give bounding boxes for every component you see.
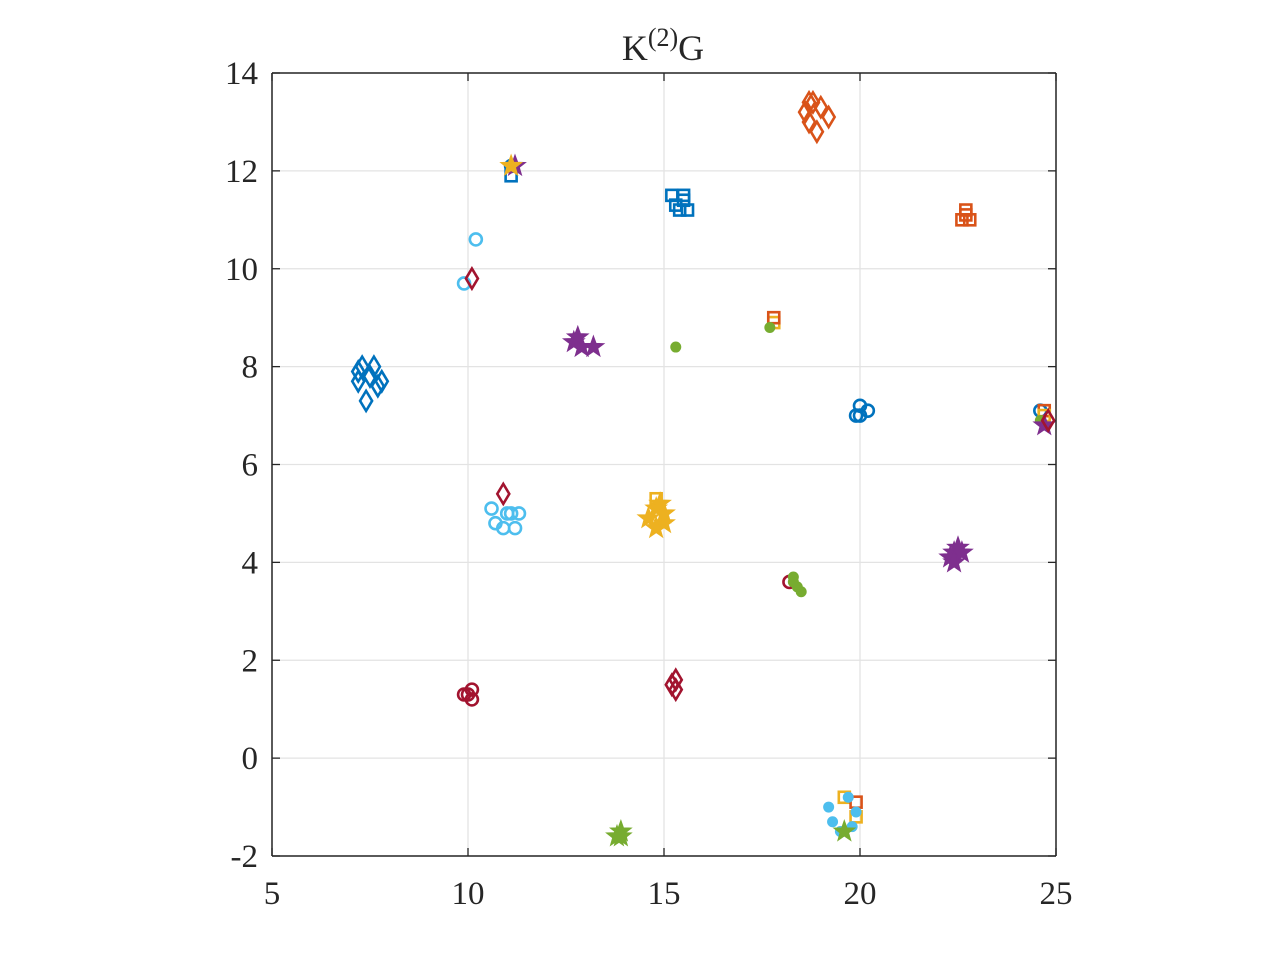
points-layer <box>350 89 1057 847</box>
data-point-dot <box>764 321 776 333</box>
data-point-diamond <box>797 99 813 125</box>
data-point-diamond <box>350 358 366 385</box>
data-point-dot <box>670 341 682 353</box>
y-tick-label: 12 <box>225 154 258 190</box>
data-point-star <box>648 491 672 514</box>
data-point-star <box>499 153 523 177</box>
axes-layer <box>271 72 1057 857</box>
data-point-diamond <box>464 266 480 292</box>
data-point-diamond <box>809 119 825 145</box>
data-point-dot <box>795 586 807 598</box>
data-point-dot <box>827 816 839 828</box>
data-point-circle <box>852 408 868 423</box>
data-point-square <box>959 203 973 217</box>
data-point-diamond <box>366 354 382 380</box>
data-point-diamond <box>821 104 837 130</box>
x-tick-label: 5 <box>264 876 281 912</box>
data-point-circle <box>507 520 523 536</box>
data-point-diamond <box>1040 407 1056 433</box>
data-point-circle <box>503 506 519 521</box>
data-point-dot <box>842 791 854 803</box>
data-point-diamond <box>805 89 821 115</box>
chart-title-main: K <box>622 28 648 68</box>
data-point-diamond <box>362 363 378 389</box>
data-point-dot <box>850 806 862 818</box>
data-point-diamond <box>813 94 829 120</box>
ticks-layer: 5 10 15 20 25 -2 0 2 4 6 8 10 12 14 <box>225 56 1073 912</box>
y-tick-label: 2 <box>242 643 259 679</box>
y-tick-label: 4 <box>242 545 259 581</box>
y-tick-label: -2 <box>231 839 259 875</box>
data-point-star <box>832 819 857 842</box>
data-point-star <box>942 549 966 573</box>
data-point-star <box>581 334 606 358</box>
data-point-star <box>652 510 676 534</box>
data-point-diamond <box>664 672 680 698</box>
y-tick-label: 10 <box>225 252 258 288</box>
y-tick-label: 0 <box>242 741 259 777</box>
x-tick-label: 10 <box>452 876 485 912</box>
data-point-circle <box>468 232 484 247</box>
y-tick-label: 14 <box>225 56 258 92</box>
x-tick-label: 15 <box>648 876 681 912</box>
x-tick-label: 25 <box>1040 876 1073 912</box>
data-point-star <box>636 505 661 529</box>
data-point-dot <box>787 576 799 588</box>
data-point-star <box>950 540 974 563</box>
data-point-circle <box>484 501 499 516</box>
data-point-star <box>605 823 629 847</box>
data-point-diamond <box>358 388 374 414</box>
data-point-diamond <box>374 368 390 394</box>
data-point-diamond <box>801 89 817 115</box>
data-point-diamond <box>495 481 511 507</box>
y-tick-label: 6 <box>242 448 259 484</box>
data-point-star <box>565 324 590 348</box>
data-point-diamond <box>801 109 817 135</box>
chart-title-sup: (2) <box>648 23 678 52</box>
data-point-circle <box>511 506 527 521</box>
x-tick-label: 20 <box>844 876 877 912</box>
chart-title: K(2)G <box>622 23 704 68</box>
data-point-dot <box>823 801 835 813</box>
data-point-diamond <box>350 368 366 394</box>
chart-title-tail: G <box>678 28 704 68</box>
data-point-diamond <box>668 677 684 703</box>
y-tick-label: 8 <box>242 350 259 386</box>
data-point-square <box>676 193 691 208</box>
grid-layer <box>271 72 1057 857</box>
data-point-square <box>766 310 781 325</box>
data-point-diamond <box>370 373 386 399</box>
data-point-circle <box>456 687 472 702</box>
